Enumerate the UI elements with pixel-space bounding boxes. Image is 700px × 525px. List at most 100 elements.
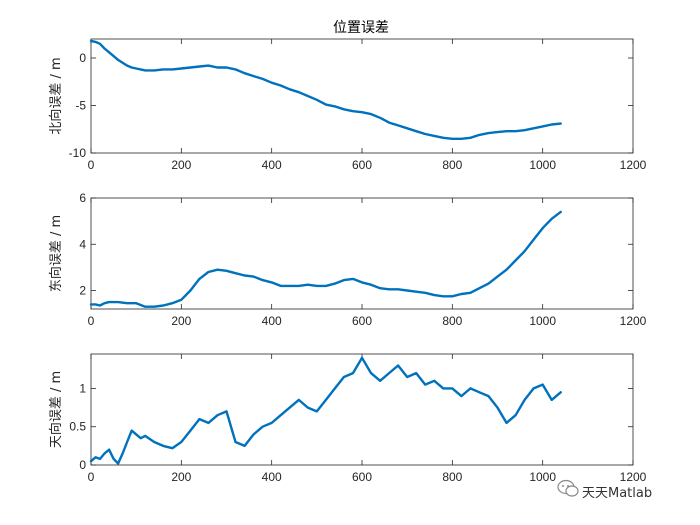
data-point — [334, 387, 336, 390]
data-point — [550, 399, 553, 401]
data-point — [424, 133, 427, 135]
data-point — [496, 131, 499, 134]
data-point — [397, 124, 400, 127]
data-point — [189, 429, 192, 432]
data-point — [279, 84, 282, 87]
data-point — [442, 387, 445, 390]
data-point — [117, 301, 119, 303]
data-point — [94, 456, 97, 459]
data-point — [94, 40, 97, 43]
x-tick-label: 200 — [171, 470, 191, 484]
data-point — [297, 399, 300, 401]
data-point — [559, 210, 562, 213]
data-point — [99, 457, 101, 460]
plot-area-frame — [90, 197, 634, 310]
data-point — [532, 387, 535, 390]
data-point — [469, 387, 472, 390]
data-point — [103, 47, 106, 50]
data-point — [550, 217, 553, 220]
data-point — [261, 425, 264, 428]
chart-title: 位置误差 — [333, 20, 389, 36]
data-point — [352, 110, 354, 113]
data-point — [496, 275, 499, 278]
data-point — [252, 275, 255, 278]
data-point — [162, 68, 165, 71]
data-point — [415, 130, 418, 133]
x-tick-label: 1000 — [529, 470, 556, 484]
data-point — [334, 105, 336, 108]
data-point — [478, 287, 481, 290]
data-point — [523, 250, 526, 253]
data-point — [469, 136, 472, 139]
x-tick-label: 400 — [262, 314, 282, 328]
y-axis-label: 北向误差 / m — [48, 57, 64, 134]
data-point — [225, 410, 228, 413]
data-point — [406, 127, 409, 130]
data-point — [270, 421, 273, 424]
data-point — [126, 302, 129, 305]
data-point — [487, 282, 490, 285]
data-point — [451, 387, 454, 390]
data-point — [433, 379, 436, 382]
data-point — [117, 462, 119, 465]
data-point — [433, 294, 436, 297]
x-tick-label: 600 — [352, 470, 372, 484]
data-point — [108, 448, 110, 451]
data-point — [139, 437, 142, 440]
data-point — [460, 395, 463, 398]
data-point — [139, 68, 142, 71]
data-point — [243, 72, 246, 75]
data-point — [306, 283, 309, 286]
data-point — [370, 372, 372, 375]
x-tick-label: 800 — [442, 158, 462, 172]
watermark-text: 天天Matlab — [582, 486, 652, 501]
data-point — [112, 457, 115, 460]
x-tick-label: 0 — [88, 314, 95, 328]
x-tick-label: 800 — [442, 470, 462, 484]
data-point — [189, 66, 192, 69]
x-tick-label: 400 — [262, 158, 282, 172]
data-point — [130, 429, 133, 432]
data-point — [442, 295, 445, 298]
x-tick-label: 1200 — [620, 158, 647, 172]
data-point — [487, 132, 490, 134]
data-point — [162, 304, 165, 307]
data-point — [135, 302, 138, 305]
data-point — [505, 268, 508, 271]
data-point — [198, 418, 201, 420]
data-point — [361, 281, 363, 284]
data-point — [532, 127, 535, 130]
data-point — [505, 421, 508, 424]
data-point — [94, 303, 97, 306]
data-point — [388, 372, 390, 375]
data-point — [460, 293, 463, 295]
x-tick-label: 200 — [171, 158, 191, 172]
data-point — [279, 284, 282, 287]
data-point — [523, 129, 526, 132]
data-point — [207, 64, 210, 67]
data-point — [126, 64, 129, 67]
x-tick-label: 200 — [171, 314, 191, 328]
x-tick-label: 600 — [352, 314, 372, 328]
data-point — [514, 259, 517, 262]
data-point — [234, 441, 237, 443]
data-point — [135, 433, 138, 436]
plot-area-frame — [90, 353, 634, 466]
y-tick-label: -10 — [69, 146, 87, 160]
data-point — [424, 291, 427, 294]
data-point — [550, 123, 553, 126]
data-point — [130, 66, 133, 69]
data-point — [370, 283, 372, 286]
data-point — [252, 75, 255, 77]
y-axis-label: 东向误差 / m — [48, 215, 64, 292]
data-point — [135, 67, 138, 70]
data-point — [99, 42, 101, 45]
data-point — [270, 281, 273, 284]
data-point — [451, 295, 454, 298]
data-point — [144, 305, 147, 308]
data-point — [496, 406, 499, 409]
data-point — [171, 302, 174, 305]
data-point — [216, 414, 219, 417]
data-point — [343, 376, 345, 378]
data-point — [153, 441, 156, 443]
